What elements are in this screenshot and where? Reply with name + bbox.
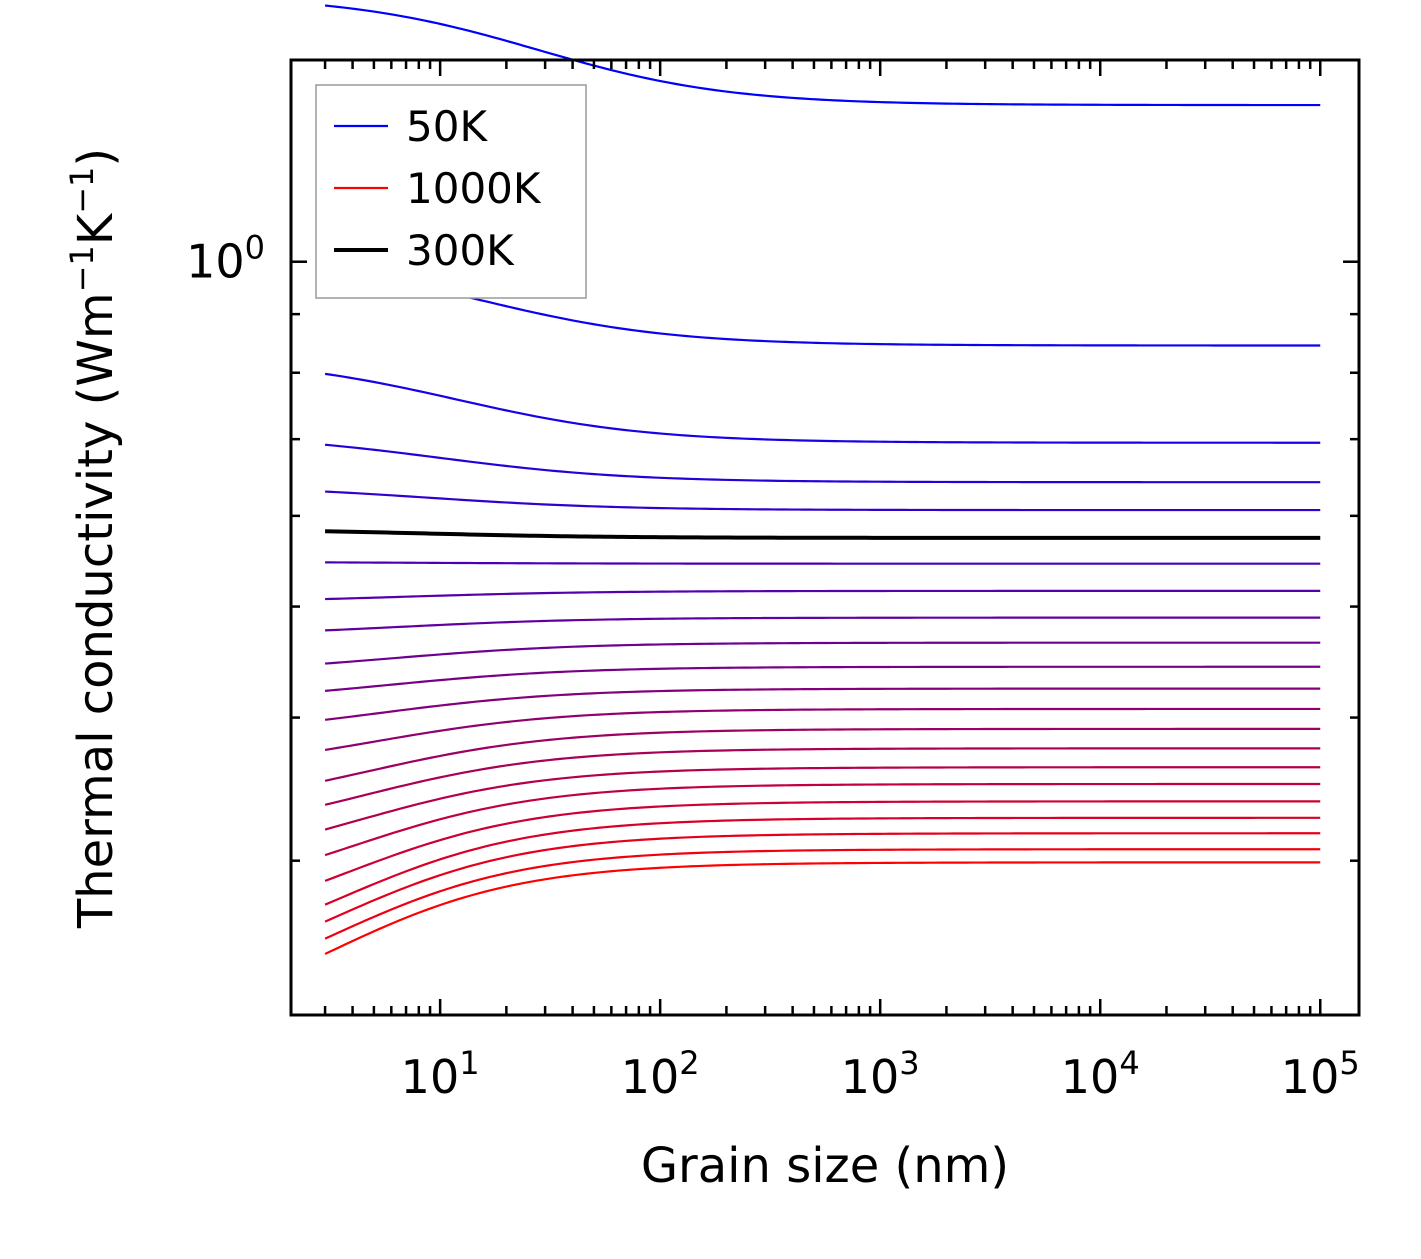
series-line-850K xyxy=(324,782,1321,857)
series-line-900K xyxy=(324,800,1321,882)
x-tick-base: 10 xyxy=(401,1050,460,1104)
x-tick-label: 104 xyxy=(1061,1044,1140,1104)
y-axis-title: Thermal conductivity (Wm−1K−1) xyxy=(63,148,124,929)
legend-label-50K: 50K xyxy=(406,102,488,151)
series-layer xyxy=(324,4,1321,955)
series-line-1000K xyxy=(324,832,1321,923)
series-line-1050K xyxy=(324,848,1321,940)
series-line-950K xyxy=(324,816,1321,906)
x-tick-exp: 2 xyxy=(679,1044,699,1082)
series-line-150K xyxy=(324,372,1321,444)
y-tick-label: 100 xyxy=(186,229,265,289)
series-line-50K xyxy=(324,4,1321,107)
x-tick-label: 102 xyxy=(621,1044,700,1104)
x-tick-label: 105 xyxy=(1281,1044,1360,1104)
legend-label-1000K: 1000K xyxy=(406,164,542,213)
plot-frame xyxy=(289,58,1361,1017)
series-line-1100K xyxy=(324,861,1321,955)
x-tick-exp: 1 xyxy=(459,1044,479,1082)
x-tick-label: 103 xyxy=(841,1044,920,1104)
y-axis-title-main: Thermal conductivity (Wm xyxy=(68,292,124,929)
series-line-100K xyxy=(324,268,1321,347)
y-tick-exp: 0 xyxy=(245,229,265,267)
y-axis-title-sup2: −1 xyxy=(63,167,101,214)
series-line-400K xyxy=(325,589,1321,601)
series-line-650K xyxy=(324,707,1321,752)
series-line-550K xyxy=(324,665,1321,692)
series-line-450K xyxy=(325,616,1321,632)
y-axis-title-sup1: −1 xyxy=(63,245,101,292)
legend: 50K 1000K 300K xyxy=(315,84,587,299)
y-axis-title-end: ) xyxy=(68,148,124,167)
legend-box xyxy=(315,84,587,299)
x-tick-base: 10 xyxy=(1281,1050,1340,1104)
x-tick-base: 10 xyxy=(1061,1050,1120,1104)
x-tick-exp: 4 xyxy=(1119,1044,1139,1082)
series-line-250K xyxy=(325,490,1321,512)
x-tick-label: 101 xyxy=(401,1044,480,1104)
series-line-800K xyxy=(324,766,1321,831)
series-line-500K xyxy=(324,641,1321,665)
series-line-750K xyxy=(324,747,1321,806)
series-line-350K xyxy=(325,561,1321,565)
x-tick-base: 10 xyxy=(841,1050,900,1104)
y-axis-title-mid: K xyxy=(68,212,124,245)
legend-label-300K: 300K xyxy=(406,226,515,275)
x-tick-base: 10 xyxy=(621,1050,680,1104)
x-tick-exp: 5 xyxy=(1339,1044,1359,1082)
x-axis-title: Grain size (nm) xyxy=(641,1138,1009,1194)
y-tick-base: 10 xyxy=(186,235,245,289)
series-line-200K xyxy=(324,443,1321,484)
series-line-300K xyxy=(325,529,1321,540)
series-line-600K xyxy=(324,687,1321,721)
x-tick-exp: 3 xyxy=(899,1044,919,1082)
series-line-700K xyxy=(324,727,1321,782)
